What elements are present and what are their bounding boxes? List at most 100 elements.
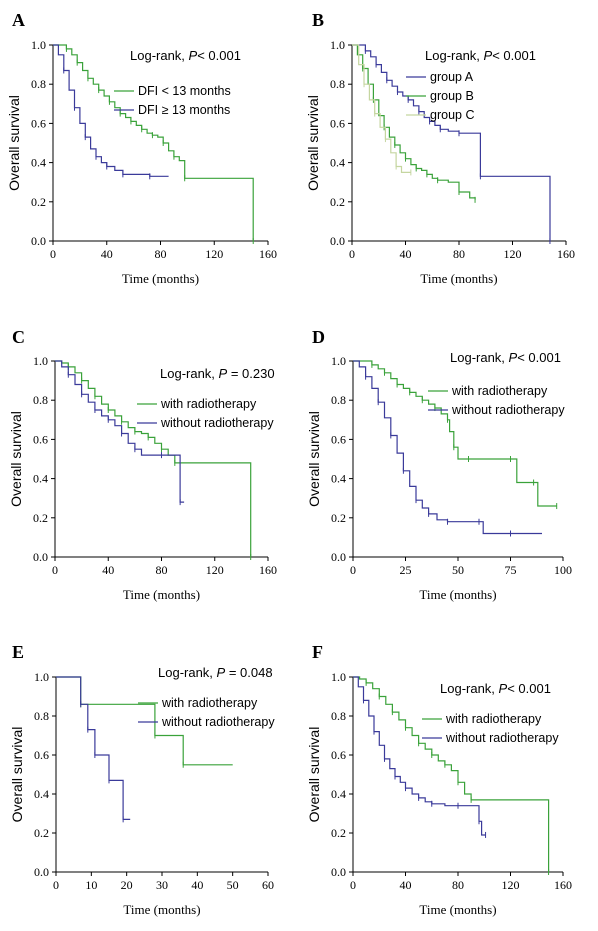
y-tick-label: 0.2 [330, 195, 345, 209]
survival-curve-1 [55, 360, 252, 557]
y-tick-label: 0.0 [331, 865, 346, 879]
panel-a: A 0.0 0.2 0.4 0.6 0.8 1.0 0 40 80 120 160 Time (mont… [6, 10, 277, 286]
legend-entry: with radiotherapy [445, 712, 542, 726]
panel-letter: B [312, 10, 324, 30]
y-tick-label: 0.4 [330, 156, 345, 170]
y-tick-label: 0.6 [33, 432, 48, 446]
x-tick-label: 80 [452, 878, 464, 892]
y-tick-label: 0.0 [34, 865, 49, 879]
y-tick-label: 0.8 [34, 709, 49, 723]
x-tick-label: 120 [206, 563, 224, 577]
panel-letter: C [12, 327, 25, 347]
legend-entry: without radiotherapy [160, 416, 274, 430]
y-tick-label: 0.8 [331, 393, 346, 407]
panel-c: C 0.0 0.2 0.4 0.6 0.8 1.0 0 40 80 120 160 Time (mont… [8, 327, 277, 602]
x-tick-label: 20 [121, 878, 133, 892]
y-tick-label: 0.6 [331, 432, 346, 446]
x-tick-label: 10 [85, 878, 97, 892]
y-tick-label: 1.0 [331, 354, 346, 368]
y-tick-label: 0.8 [331, 709, 346, 723]
panel-f: F 0.0 0.2 0.4 0.6 0.8 1.0 0 40 80 120 160 Time (mont… [306, 642, 572, 917]
logrank-annotation: Log-rank, P = 0.230 [160, 366, 275, 381]
y-tick-label: 0.4 [331, 787, 346, 801]
panel-letter: F [312, 642, 323, 662]
logrank-annotation: Log-rank, P = 0.048 [158, 665, 273, 680]
legend-entry: without radiotherapy [445, 731, 559, 745]
x-tick-label: 0 [349, 247, 355, 261]
y-tick-label: 0.0 [33, 550, 48, 564]
y-tick-label: 0.6 [34, 748, 49, 762]
x-tick-label: 40 [102, 563, 114, 577]
y-tick-label: 0.6 [31, 116, 46, 130]
y-tick-label: 1.0 [330, 38, 345, 52]
x-tick-label: 0 [350, 563, 356, 577]
y-tick-label: 1.0 [34, 670, 49, 684]
x-axis-label: Time (months) [122, 271, 199, 286]
panel-b: B 0.0 0.2 0.4 0.6 0.8 1.0 0 40 80 120 160 Time (mont… [305, 10, 575, 286]
x-axis-label: Time (months) [419, 587, 496, 602]
y-tick-label: 0.4 [31, 156, 46, 170]
y-tick-label: 0.2 [331, 826, 346, 840]
x-tick-label: 0 [52, 563, 58, 577]
survival-curve-1 [353, 676, 550, 872]
x-tick-label: 25 [400, 563, 412, 577]
x-tick-label: 80 [453, 247, 465, 261]
legend-entry: with radiotherapy [451, 384, 548, 398]
panel-e: E 0.0 0.2 0.4 0.6 0.8 1.0 0 10 20 30 40 50 60 Time (mo… [9, 642, 275, 917]
y-tick-label: 0.4 [331, 472, 346, 486]
y-axis-label: Overall survival [306, 411, 322, 507]
x-tick-label: 160 [554, 878, 572, 892]
logrank-annotation: Log-rank, P< 0.001 [450, 350, 561, 365]
logrank-annotation: Log-rank, P< 0.001 [425, 48, 536, 63]
x-tick-label: 0 [53, 878, 59, 892]
x-tick-label: 40 [191, 878, 203, 892]
logrank-annotation: Log-rank, P< 0.001 [440, 681, 551, 696]
legend-entry: with radiotherapy [160, 397, 257, 411]
legend-entry: with radiotherapy [161, 696, 258, 710]
y-tick-label: 0.0 [330, 234, 345, 248]
survival-curve-2 [352, 44, 476, 200]
x-tick-label: 100 [554, 563, 572, 577]
y-axis-label: Overall survival [8, 411, 24, 507]
x-axis-label: Time (months) [123, 902, 200, 917]
legend-entry: without radiotherapy [161, 715, 275, 729]
x-tick-label: 30 [156, 878, 168, 892]
legend-entry: group C [430, 108, 474, 122]
logrank-annotation: Log-rank, P< 0.001 [130, 48, 241, 63]
y-tick-label: 0.8 [33, 393, 48, 407]
survival-curve-2 [353, 676, 486, 836]
y-tick-label: 0.0 [31, 234, 46, 248]
x-tick-label: 75 [505, 563, 517, 577]
x-tick-label: 50 [452, 563, 464, 577]
y-tick-label: 1.0 [33, 354, 48, 368]
survival-curve-2 [56, 676, 131, 820]
y-tick-label: 0.4 [33, 472, 48, 486]
x-tick-label: 40 [101, 247, 113, 261]
x-tick-label: 160 [259, 563, 277, 577]
panel-letter: D [312, 327, 325, 347]
y-tick-label: 0.0 [331, 550, 346, 564]
x-tick-label: 80 [156, 563, 168, 577]
y-tick-label: 0.2 [33, 511, 48, 525]
x-tick-label: 160 [259, 247, 277, 261]
panel-letter: E [12, 642, 24, 662]
x-tick-label: 50 [227, 878, 239, 892]
y-axis-label: Overall survival [305, 95, 321, 191]
panel-letter: A [12, 10, 25, 30]
y-tick-label: 0.6 [330, 116, 345, 130]
y-tick-label: 1.0 [31, 38, 46, 52]
x-tick-label: 0 [350, 878, 356, 892]
survival-curve-1 [53, 44, 254, 241]
y-axis-label: Overall survival [306, 727, 322, 823]
x-tick-label: 160 [557, 247, 575, 261]
y-tick-label: 0.2 [331, 511, 346, 525]
y-axis-label: Overall survival [9, 727, 25, 823]
x-tick-label: 0 [50, 247, 56, 261]
x-tick-label: 40 [400, 247, 412, 261]
x-axis-label: Time (months) [123, 587, 200, 602]
x-tick-label: 120 [502, 878, 520, 892]
legend-entry: DFI < 13 months [138, 84, 231, 98]
legend-entry: group B [430, 89, 474, 103]
